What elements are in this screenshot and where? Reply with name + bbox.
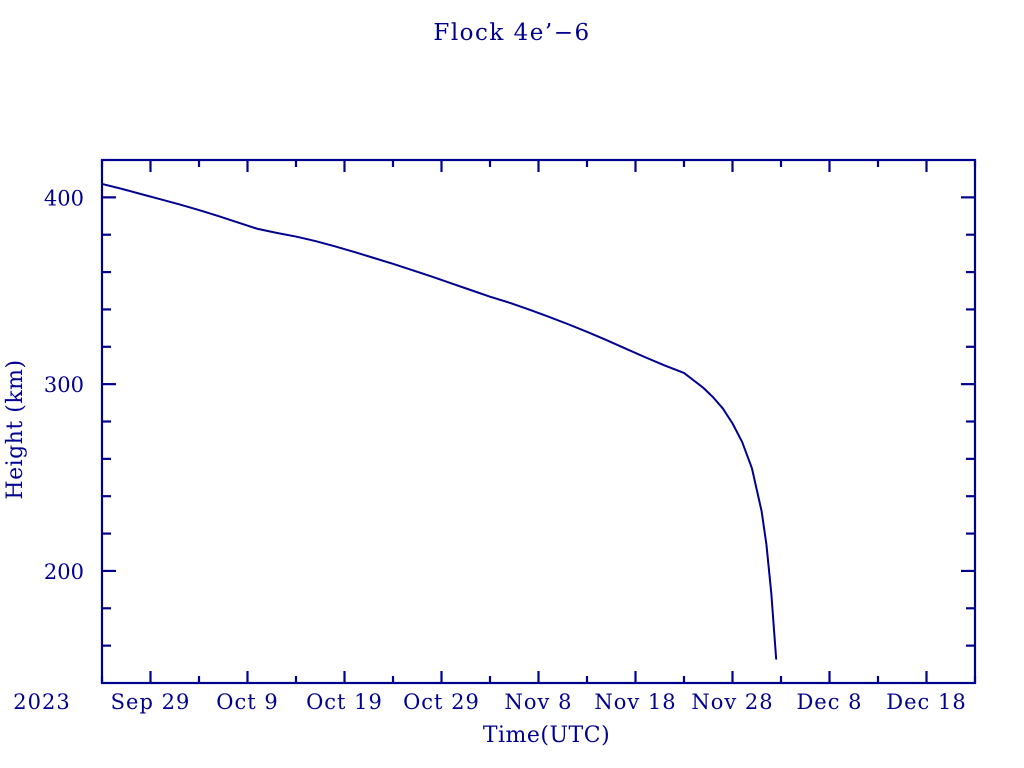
x-tick-label: Nov 18: [594, 690, 676, 714]
x-axis-year-label: 2023: [13, 690, 70, 714]
x-tick-label: Oct 19: [306, 690, 383, 714]
y-tick-label: 200: [44, 560, 84, 584]
height-decay-curve: [101, 182, 778, 660]
y-tick-label: 400: [44, 186, 84, 210]
y-tick-label: 300: [44, 373, 84, 397]
x-tick-label: Oct 9: [216, 690, 278, 714]
chart-title: Flock 4e’−6: [433, 20, 590, 46]
x-axis-title: Time(UTC): [483, 723, 610, 748]
y-axis-title: Height (km): [3, 359, 28, 499]
x-tick-label: Sep 29: [111, 690, 191, 714]
x-tick-label: Nov 8: [505, 690, 573, 714]
x-tick-label: Dec 18: [886, 690, 966, 714]
x-tick-label: Dec 8: [796, 690, 862, 714]
x-tick-label: Oct 29: [403, 690, 480, 714]
x-tick-label: Nov 28: [691, 690, 773, 714]
plot-frame: [100, 158, 977, 685]
